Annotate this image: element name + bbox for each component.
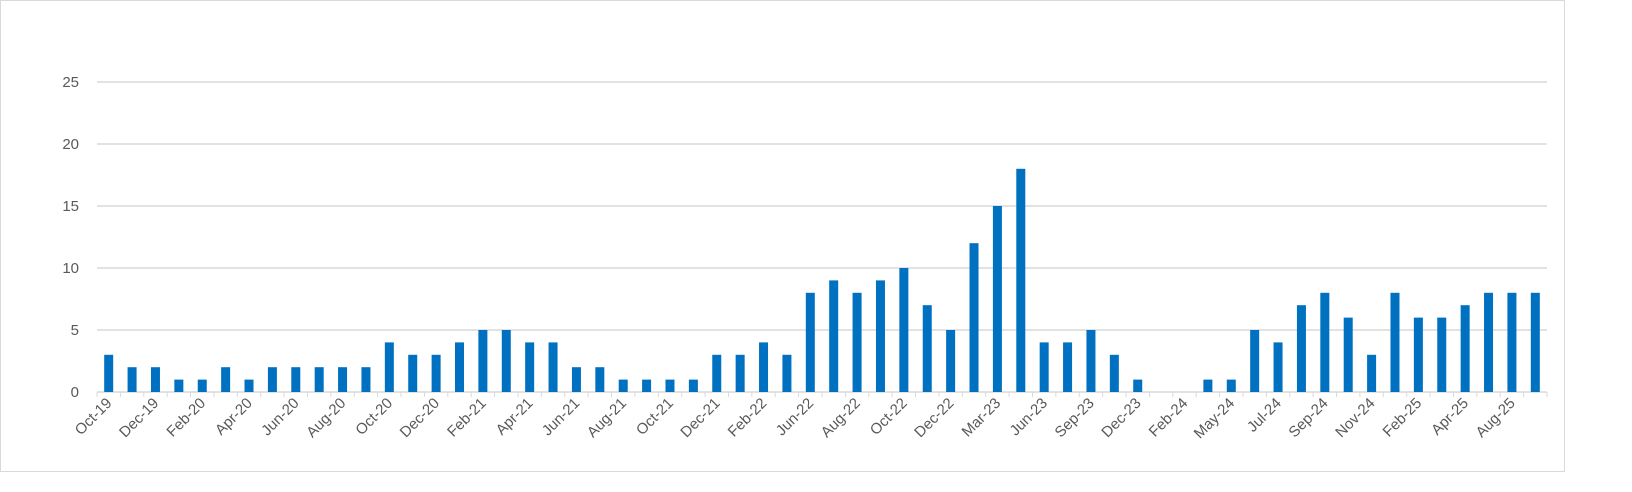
bar	[946, 330, 956, 392]
y-tick-label: 10	[62, 260, 79, 277]
bar	[291, 367, 301, 392]
bar	[314, 367, 324, 392]
chart-frame	[0, 0, 1565, 472]
bar	[384, 342, 394, 392]
bar	[1016, 168, 1026, 392]
x-tick-label: Aug-20	[303, 395, 349, 441]
x-tick-label: Mar-23	[959, 395, 1005, 441]
x-tick-label: Sep-24	[1285, 395, 1331, 441]
bar	[595, 367, 605, 392]
bar	[782, 354, 792, 392]
x-tick-label: Feb-21	[444, 395, 490, 441]
bar	[455, 342, 464, 392]
bar	[571, 367, 581, 392]
x-tick-label: Aug-21	[584, 395, 630, 441]
y-tick-label: 20	[62, 136, 79, 153]
bar	[969, 243, 979, 392]
x-tick-label: Dec-19	[116, 395, 162, 441]
x-tick-label: Feb-24	[1146, 395, 1192, 441]
bar	[1413, 317, 1423, 392]
x-tick-label: Sep-23	[1052, 395, 1098, 441]
bar	[1390, 292, 1400, 392]
bar	[1460, 305, 1470, 392]
bar	[197, 379, 207, 392]
bar	[1273, 342, 1283, 392]
x-tick-label: Jun-23	[1007, 395, 1051, 439]
x-tick-label: Feb-20	[163, 395, 209, 441]
y-tick-label: 0	[71, 384, 79, 401]
x-tick-label: Jun-21	[539, 395, 583, 439]
bar	[875, 280, 885, 392]
x-tick-label: Oct-20	[352, 395, 396, 439]
bar	[1133, 379, 1143, 392]
bar	[852, 292, 862, 392]
x-tick-label: Apr-21	[493, 395, 537, 439]
y-tick-label: 25	[62, 74, 79, 91]
bar	[642, 379, 652, 392]
bar	[665, 379, 675, 392]
y-tick-label: 5	[71, 322, 79, 339]
bar	[922, 305, 932, 392]
x-tick-label: Jun-20	[258, 395, 302, 439]
bar	[759, 342, 769, 392]
x-tick-label: Oct-21	[633, 395, 677, 439]
bar	[805, 292, 815, 392]
bar	[1063, 342, 1073, 392]
x-tick-label: Jul-24	[1244, 395, 1285, 436]
bar	[1437, 317, 1447, 392]
bar	[548, 342, 558, 392]
bar	[1086, 330, 1096, 392]
x-tick-label: Feb-25	[1380, 395, 1426, 441]
bar	[150, 367, 160, 392]
bar	[1250, 330, 1260, 392]
bar	[525, 342, 535, 392]
x-tick-label: Dec-21	[677, 395, 723, 441]
x-tick-label: May-24	[1191, 395, 1238, 442]
bar	[1507, 292, 1517, 392]
bar	[408, 354, 418, 392]
bar	[1320, 292, 1330, 392]
bar	[688, 379, 698, 392]
bar	[1296, 305, 1306, 392]
bar	[338, 367, 348, 392]
bar	[1226, 379, 1236, 392]
x-tick-label: Aug-25	[1473, 395, 1519, 441]
bar	[1530, 292, 1540, 392]
x-tick-label: Dec-23	[1098, 395, 1144, 441]
bar	[127, 367, 137, 392]
x-tick-label: Dec-20	[397, 395, 443, 441]
bar	[1203, 379, 1213, 392]
bar	[1343, 317, 1353, 392]
bar	[267, 367, 277, 392]
bar	[221, 367, 231, 392]
bar	[431, 354, 441, 392]
x-tick-label: Oct-22	[867, 395, 911, 439]
bar	[501, 330, 511, 392]
bar	[104, 354, 114, 392]
x-tick-label: Oct-19	[72, 395, 116, 439]
bar	[1039, 342, 1049, 392]
bar	[244, 379, 254, 392]
bar	[992, 206, 1002, 392]
y-tick-label: 15	[62, 198, 79, 215]
x-tick-label: Feb-22	[725, 395, 771, 441]
x-tick-label: Apr-20	[212, 395, 256, 439]
x-tick-label: Aug-22	[818, 395, 864, 441]
bar	[899, 268, 909, 392]
bar	[829, 280, 839, 392]
x-tick-label: Nov-24	[1332, 395, 1378, 441]
bar	[735, 354, 745, 392]
bar	[361, 367, 371, 392]
x-tick-label: Dec-22	[911, 395, 957, 441]
bar	[1484, 292, 1494, 392]
bar	[618, 379, 628, 392]
bar	[712, 354, 722, 392]
bar	[478, 330, 488, 392]
x-tick-label: Jun-22	[773, 395, 817, 439]
bar	[174, 379, 184, 392]
bar	[1109, 354, 1119, 392]
x-tick-label: Apr-25	[1428, 395, 1472, 439]
bar	[1367, 354, 1377, 392]
